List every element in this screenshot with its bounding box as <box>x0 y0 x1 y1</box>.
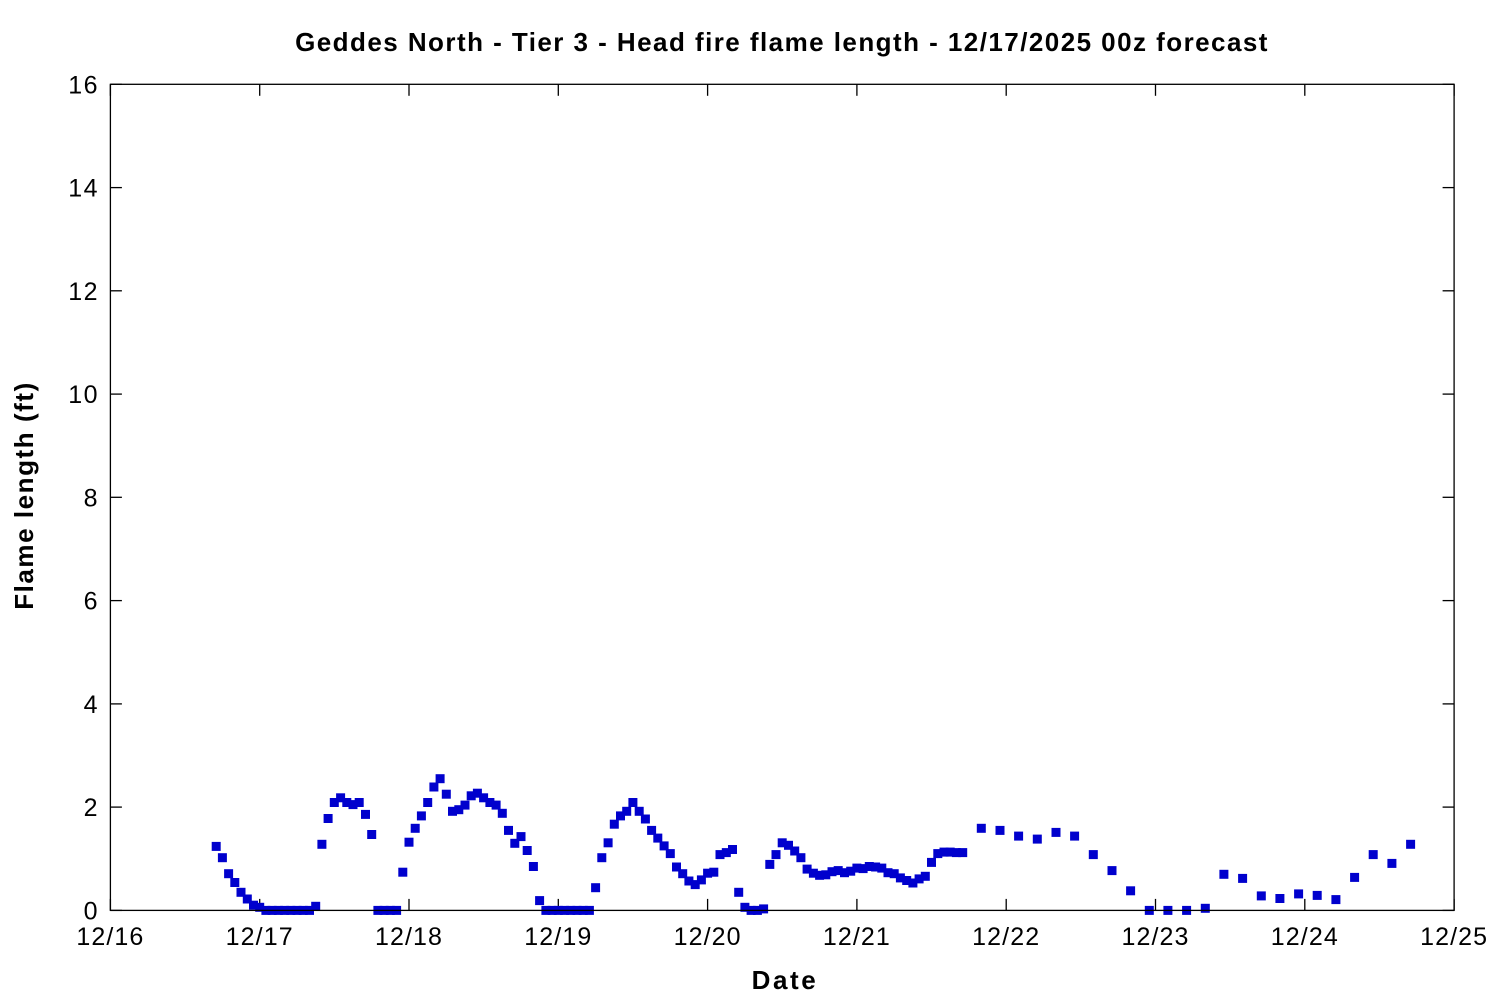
svg-text:Geddes North - Tier 3 - Head f: Geddes North - Tier 3 - Head fire flame … <box>295 27 1269 57</box>
svg-text:Date: Date <box>752 965 819 995</box>
svg-text:4: 4 <box>84 691 99 719</box>
svg-text:12/24: 12/24 <box>1271 923 1339 951</box>
svg-text:16: 16 <box>68 71 99 99</box>
svg-text:14: 14 <box>68 175 99 203</box>
svg-text:12/16: 12/16 <box>76 923 144 951</box>
svg-text:0: 0 <box>84 897 99 925</box>
svg-text:12/22: 12/22 <box>972 923 1040 951</box>
svg-text:12/21: 12/21 <box>823 923 891 951</box>
svg-text:10: 10 <box>68 381 99 409</box>
svg-text:Flame length (ft): Flame length (ft) <box>9 381 39 610</box>
svg-text:12: 12 <box>68 278 99 306</box>
svg-text:12/20: 12/20 <box>674 923 742 951</box>
svg-text:12/23: 12/23 <box>1121 923 1189 951</box>
svg-text:12/17: 12/17 <box>226 923 294 951</box>
svg-text:12/18: 12/18 <box>375 923 443 951</box>
svg-text:12/25: 12/25 <box>1420 923 1488 951</box>
svg-text:8: 8 <box>84 484 99 512</box>
svg-text:6: 6 <box>84 588 99 616</box>
svg-text:12/19: 12/19 <box>524 923 592 951</box>
svg-text:2: 2 <box>84 794 99 822</box>
